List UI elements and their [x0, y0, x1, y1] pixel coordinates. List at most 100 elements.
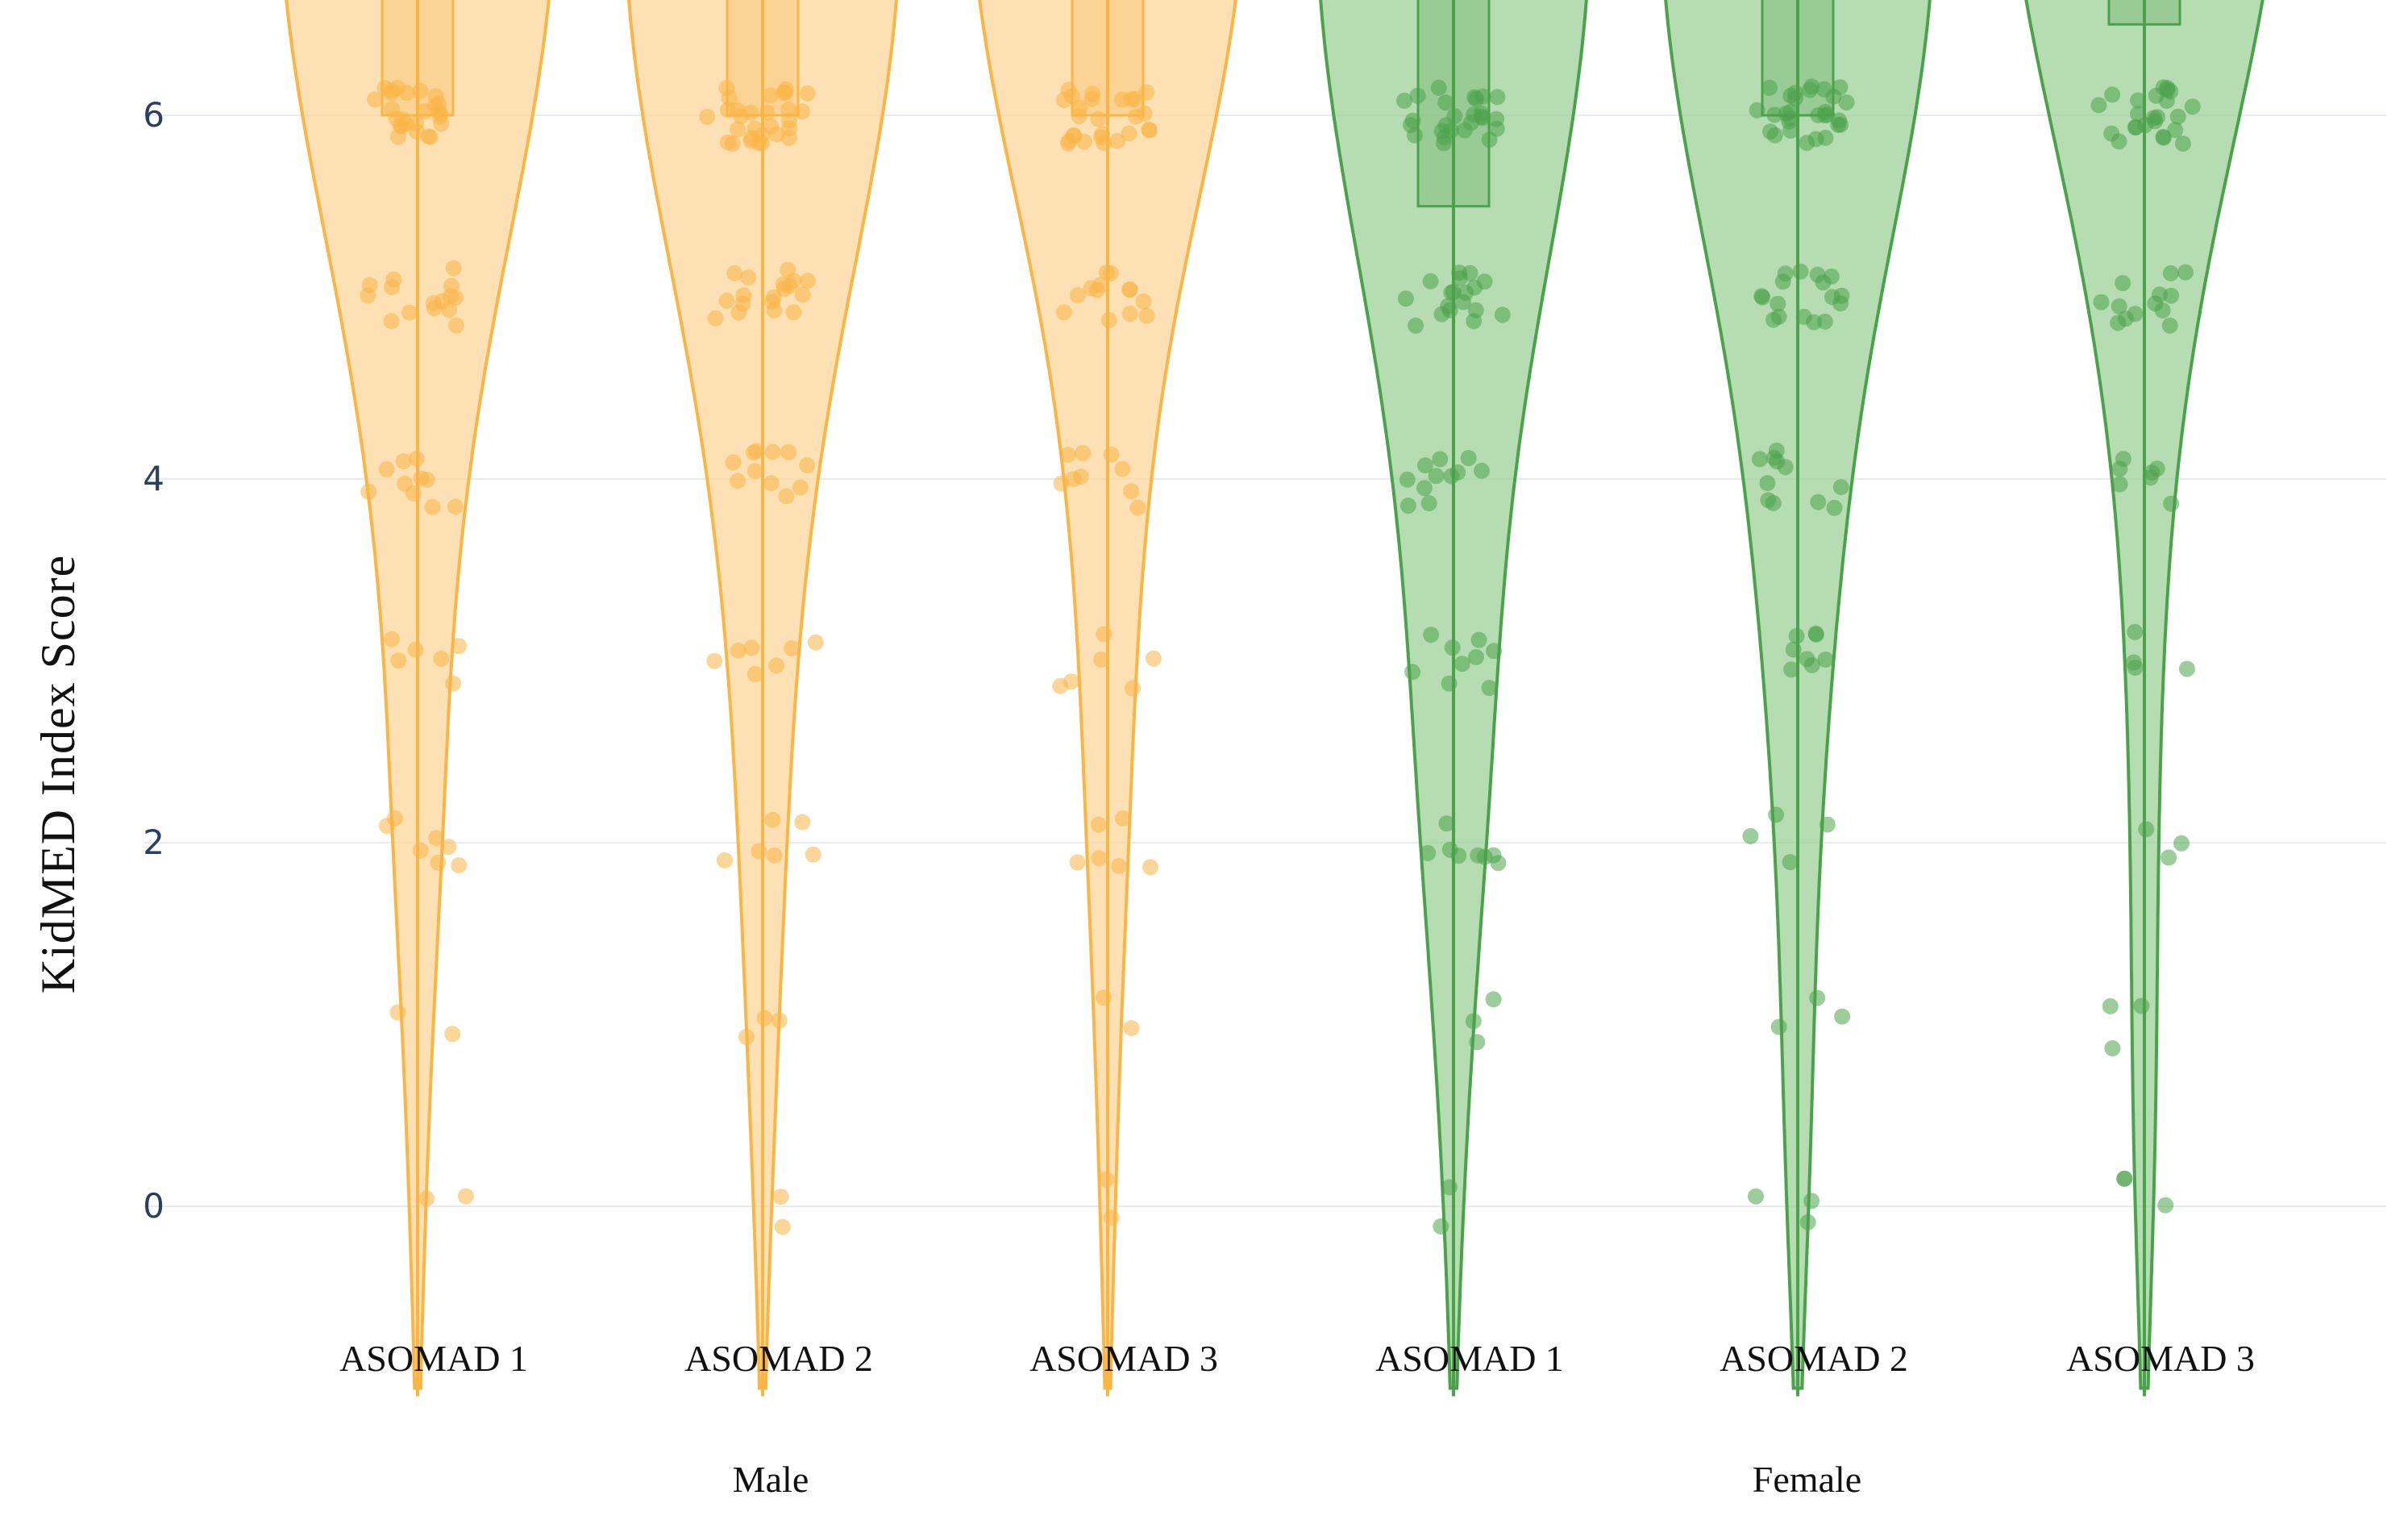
violin-male-2	[627, 0, 898, 1397]
data-point	[2157, 1197, 2174, 1214]
data-point	[443, 277, 460, 294]
data-point	[390, 652, 407, 669]
iqr-box	[2107, 0, 2181, 26]
data-point	[1481, 680, 1498, 697]
data-point	[428, 830, 445, 847]
data-point	[1060, 135, 1076, 152]
data-point	[1121, 306, 1138, 322]
data-point	[1834, 1008, 1851, 1025]
data-point	[748, 443, 765, 460]
data-point	[1052, 677, 1069, 694]
data-point	[1075, 444, 1092, 461]
data-point	[1810, 494, 1827, 510]
data-point	[800, 273, 816, 289]
data-point	[751, 843, 767, 860]
data-point	[1474, 88, 1491, 105]
data-point	[1059, 446, 1076, 463]
data-point	[424, 498, 441, 515]
data-point	[1485, 847, 1502, 864]
violin-female-2	[1664, 0, 1932, 1397]
data-point	[1452, 270, 1468, 286]
data-point	[1826, 499, 1843, 516]
data-point	[1470, 847, 1487, 864]
data-point	[1753, 288, 1770, 305]
data-point	[2111, 298, 2127, 314]
x-tick-label: ASOMAD 3	[1029, 1338, 1218, 1379]
data-point	[2167, 122, 2184, 139]
data-point	[2178, 660, 2195, 677]
data-point	[1749, 102, 1765, 119]
data-point	[457, 1188, 474, 1205]
data-point	[2154, 302, 2171, 319]
data-point	[717, 852, 733, 868]
data-points	[360, 79, 474, 1207]
data-point	[1065, 471, 1082, 487]
data-point	[1069, 287, 1086, 304]
data-point	[445, 675, 462, 692]
data-point	[1075, 133, 1092, 150]
data-point	[764, 811, 781, 828]
data-point	[448, 317, 464, 334]
y-tick-label: 2	[143, 823, 164, 862]
data-point	[367, 91, 384, 108]
data-point	[1766, 127, 1783, 144]
data-point	[2133, 997, 2150, 1014]
data-point	[747, 463, 763, 480]
data-point	[1055, 304, 1072, 321]
x-axis: ASOMAD 1 ASOMAD 2 ASOMAD 3 ASOMAD 1 ASOMAD 2…	[339, 1338, 2255, 1500]
data-point	[747, 666, 763, 682]
violin-female-1	[1319, 0, 1588, 1397]
data-point	[1817, 652, 1834, 668]
data-point	[1083, 90, 1100, 107]
data-point	[2162, 264, 2179, 281]
data-point	[1404, 664, 1421, 681]
data-point	[1806, 314, 1823, 331]
data-point	[784, 640, 801, 656]
data-point	[740, 269, 757, 285]
data-point	[1469, 1034, 1486, 1051]
data-points	[1052, 81, 1162, 1227]
data-point	[1766, 106, 1783, 123]
data-point	[1460, 450, 1477, 466]
data-point	[1090, 816, 1107, 833]
data-point	[1135, 293, 1152, 310]
data-point	[1121, 125, 1137, 142]
data-point	[378, 461, 395, 477]
data-point	[1071, 99, 1088, 116]
data-point	[707, 310, 724, 327]
data-point	[1759, 475, 1776, 492]
data-point	[2184, 98, 2201, 115]
data-point	[1768, 806, 1785, 823]
data-point	[2115, 451, 2131, 467]
data-point	[1489, 89, 1506, 106]
data-point	[1466, 106, 1483, 123]
data-point	[1129, 499, 1146, 516]
violins	[285, 0, 2265, 1397]
data-point	[780, 130, 797, 147]
data-point	[444, 1026, 461, 1043]
data-point	[807, 634, 824, 651]
data-point	[397, 475, 414, 492]
y-tick-label: 4	[143, 459, 164, 498]
data-point	[1467, 302, 1484, 319]
data-point	[1831, 112, 1848, 129]
data-point	[730, 473, 747, 489]
data-point	[794, 103, 811, 120]
data-point	[1817, 129, 1834, 146]
data-point	[2102, 997, 2119, 1014]
data-point	[726, 264, 743, 281]
data-point	[780, 444, 797, 460]
data-point	[729, 102, 746, 119]
data-point	[805, 846, 821, 863]
data-point	[785, 304, 802, 321]
data-point	[1069, 854, 1086, 871]
data-point	[1761, 79, 1778, 96]
data-point	[1443, 284, 1460, 301]
data-point	[724, 135, 741, 152]
data-point	[1399, 471, 1416, 488]
data-point	[1437, 94, 1454, 111]
data-point	[1091, 850, 1108, 867]
data-point	[2127, 623, 2144, 640]
data-point	[1802, 81, 1819, 98]
data-point	[1441, 1179, 1458, 1196]
